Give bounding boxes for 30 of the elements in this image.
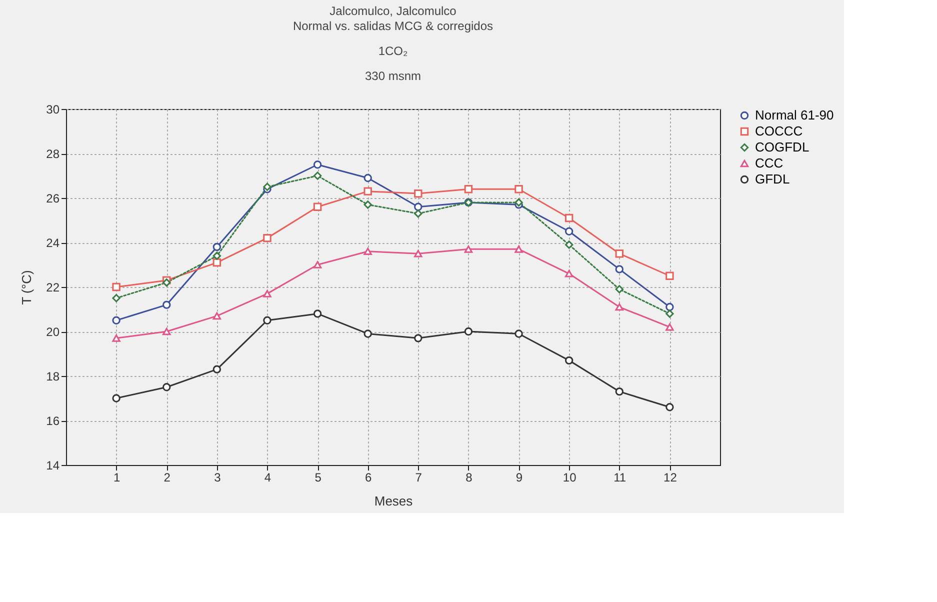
x-tick-label: 1 [113,470,120,484]
x-tick-label: 7 [415,470,422,484]
x-tick-label: 2 [164,470,171,484]
y-tick-label: 30 [46,102,60,116]
x-tick-label: 4 [264,470,272,484]
legend-label: CCC [755,156,784,170]
y-tick-label: 18 [46,370,60,384]
x-tick-label: 9 [516,470,523,484]
legend-label: COGFDL [755,140,810,154]
y-tick-label: 24 [46,236,60,250]
y-tick-label: 20 [46,325,60,339]
legend-label: COCCC [755,124,803,138]
y-tick-label: 16 [46,414,60,428]
y-axis-title: T (°C) [19,270,34,305]
x-tick-label: 8 [466,470,473,484]
x-tick-label: 3 [214,470,222,484]
y-tick-label: 14 [46,458,60,472]
x-axis-title: Meses [374,494,414,508]
x-tick-label: 11 [614,470,626,484]
y-tick-label: 22 [46,280,60,294]
x-tick-label: 5 [314,470,322,484]
legend-label: GFDL [755,172,790,186]
chart-title: Jalcomulco, Jalcomulco [330,4,457,18]
y-tick-label: 26 [46,192,60,206]
x-tick-label: 10 [562,470,577,484]
y-tick-label: 28 [46,147,60,161]
x-tick-label: 6 [365,470,372,484]
legend-label: Normal 61-90 [755,108,834,122]
chart-subtitle: Normal vs. salidas MCG & corregidos 1CO₂ 330 msnm [292,19,494,83]
x-tick-label: 12 [664,470,678,484]
